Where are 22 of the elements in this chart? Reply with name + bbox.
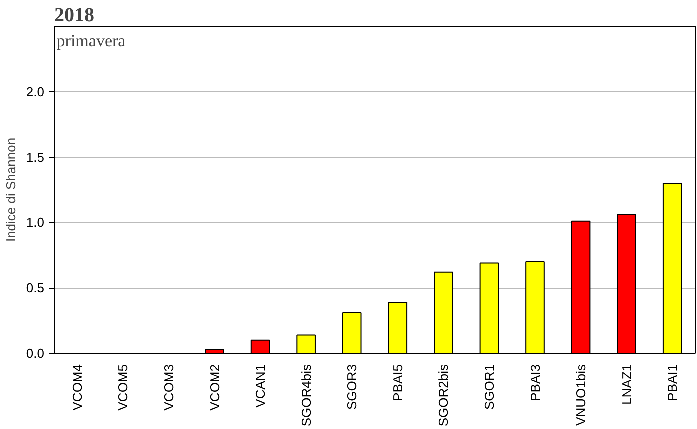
x-tick-label: PBAI3 xyxy=(528,364,543,402)
x-tick-label: SGOR3 xyxy=(344,364,360,410)
y-axis-title: Indice di Shannon xyxy=(3,138,18,242)
y-tick-label: 2.0 xyxy=(26,84,45,100)
y-tick-label: 0.0 xyxy=(26,346,45,361)
y-tick-label: 1.0 xyxy=(26,215,45,230)
x-tick-label: VCOM2 xyxy=(207,364,222,411)
x-tick-label: VNUO1bis xyxy=(574,364,589,426)
x-tick-label: VCAN1 xyxy=(253,364,268,408)
x-tick-label: VCOM3 xyxy=(161,364,176,411)
y-tick-label: 1.5 xyxy=(26,150,45,165)
x-tick-label: SGOR4bis xyxy=(298,364,314,427)
x-tick-label: PBAI1 xyxy=(665,364,680,402)
x-tick-label: PBAI5 xyxy=(390,364,406,402)
x-tick-label: LNAZ1 xyxy=(619,364,634,405)
y-tick-label: 0.5 xyxy=(26,280,45,296)
x-tick-label: VCOM4 xyxy=(70,364,85,411)
x-tick-label: SGOR2bis xyxy=(436,364,452,427)
x-tick-label: VCOM5 xyxy=(116,364,131,411)
x-tick-label: SGOR1 xyxy=(482,364,497,410)
annotation: primavera xyxy=(56,32,126,50)
chart-title: 2018 xyxy=(54,4,94,26)
